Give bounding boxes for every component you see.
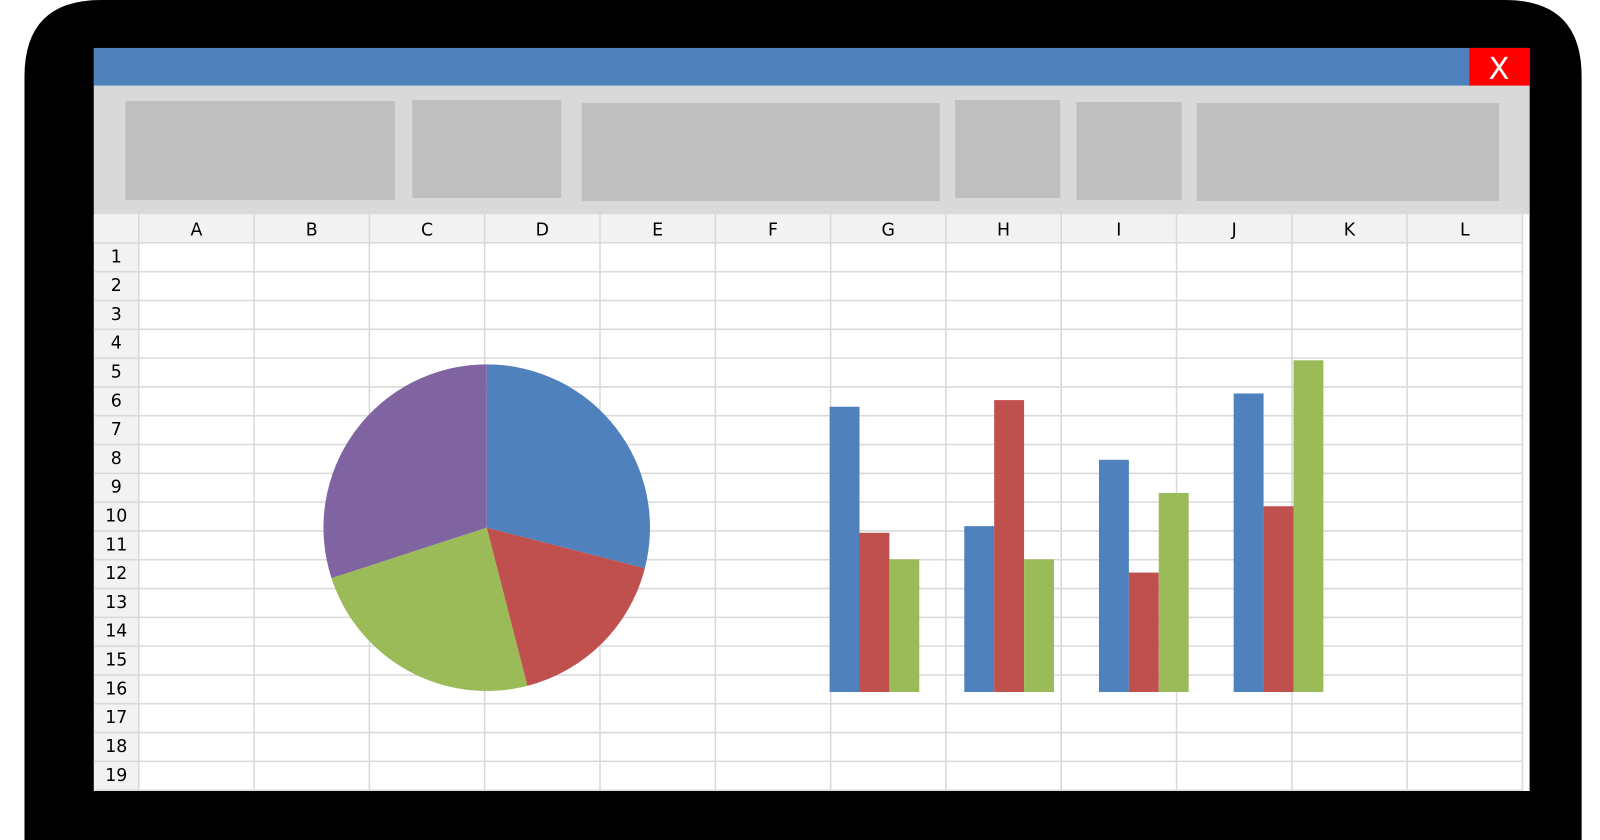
bar bbox=[1233, 393, 1264, 693]
column-header: A bbox=[190, 221, 202, 241]
close-button[interactable] bbox=[1469, 47, 1530, 86]
row-header: 5 bbox=[111, 363, 122, 383]
row-header: 15 bbox=[105, 651, 127, 671]
row-header: 9 bbox=[111, 478, 122, 498]
pie-slice bbox=[486, 364, 650, 569]
close-label[interactable]: X bbox=[1488, 52, 1509, 87]
bar bbox=[1024, 559, 1054, 693]
column-header: H bbox=[997, 221, 1010, 241]
toolbar-button[interactable] bbox=[125, 101, 395, 201]
row-header: 16 bbox=[105, 679, 127, 699]
bar bbox=[1128, 572, 1159, 693]
bar bbox=[829, 406, 860, 693]
row-header: 1 bbox=[111, 247, 122, 267]
column-header: G bbox=[882, 221, 895, 241]
column-header: F bbox=[768, 221, 778, 241]
row-header: 10 bbox=[105, 507, 127, 527]
column-header: C bbox=[421, 221, 433, 241]
row-header: 18 bbox=[105, 737, 127, 757]
toolbar-button[interactable] bbox=[955, 100, 1061, 199]
bar bbox=[1098, 459, 1129, 693]
column-header: E bbox=[652, 221, 663, 241]
charts bbox=[323, 360, 1324, 693]
row-header: 13 bbox=[105, 593, 127, 613]
bar bbox=[1293, 360, 1324, 693]
row-header: 12 bbox=[105, 564, 127, 584]
pie-slice bbox=[323, 364, 487, 579]
row-header: 17 bbox=[105, 708, 127, 728]
toolbar-button[interactable] bbox=[412, 100, 562, 199]
row-header: 2 bbox=[111, 276, 122, 296]
bar bbox=[994, 400, 1025, 693]
bar bbox=[1158, 492, 1189, 693]
pie-slice bbox=[331, 527, 528, 691]
row-header: 14 bbox=[105, 622, 127, 642]
row-header: 6 bbox=[111, 391, 122, 411]
column-header: D bbox=[536, 221, 549, 241]
column-header: B bbox=[306, 221, 318, 241]
column-header: J bbox=[1231, 221, 1237, 241]
toolbar-button[interactable] bbox=[1196, 103, 1499, 202]
row-header: 8 bbox=[111, 449, 122, 469]
bar bbox=[859, 532, 890, 693]
row-header: 3 bbox=[111, 305, 122, 325]
column-header: I bbox=[1116, 221, 1121, 241]
bar bbox=[964, 526, 995, 693]
bar bbox=[1263, 506, 1294, 693]
toolbar-button[interactable] bbox=[1076, 102, 1182, 201]
row-header: 19 bbox=[105, 766, 127, 786]
column-header: K bbox=[1344, 221, 1356, 241]
column-header: L bbox=[1460, 221, 1470, 241]
toolbar-button[interactable] bbox=[581, 103, 940, 202]
column-header-bar bbox=[93, 214, 1523, 243]
row-header: 11 bbox=[105, 535, 127, 555]
title-bar bbox=[93, 47, 1530, 86]
row-header: 4 bbox=[111, 334, 122, 354]
row-header: 7 bbox=[111, 420, 122, 440]
pie-slice bbox=[486, 527, 645, 686]
bar bbox=[889, 559, 920, 693]
